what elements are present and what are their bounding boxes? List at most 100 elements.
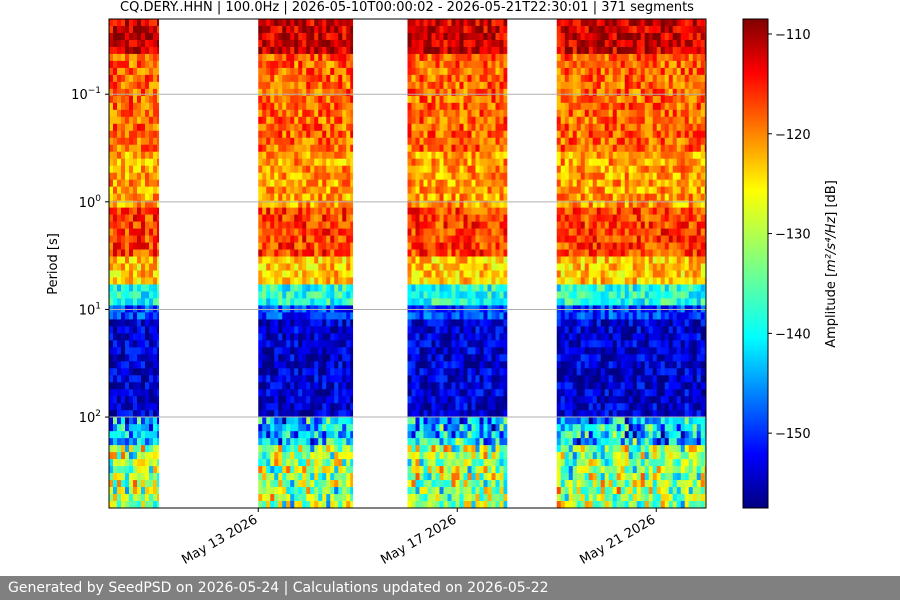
psd-cell	[443, 67, 448, 76]
psd-cell	[491, 95, 496, 104]
psd-cell	[290, 19, 295, 27]
psd-cell	[588, 466, 594, 474]
psd-cell	[125, 424, 130, 432]
psd-cell	[282, 459, 287, 467]
psd-cell	[141, 354, 146, 362]
psd-cell	[443, 333, 448, 341]
psd-cell	[129, 396, 134, 404]
psd-cell	[330, 242, 335, 250]
psd-cell	[479, 382, 484, 390]
psd-cell	[121, 207, 126, 215]
psd-cell	[411, 431, 416, 439]
psd-cell	[306, 172, 311, 180]
psd-cell	[463, 368, 468, 376]
psd-cell	[298, 431, 303, 439]
psd-cell	[274, 172, 279, 180]
psd-cell	[576, 19, 582, 27]
psd-cell	[346, 32, 351, 41]
psd-cell	[467, 137, 472, 146]
psd-cell	[298, 340, 303, 348]
psd-cell	[499, 256, 504, 264]
psd-cell	[503, 116, 508, 125]
psd-cell	[310, 81, 315, 90]
psd-cell	[479, 67, 484, 76]
psd-cell	[258, 347, 263, 355]
psd-cell	[282, 431, 287, 439]
psd-cell	[294, 137, 299, 146]
psd-cell	[479, 137, 484, 146]
psd-cell	[435, 340, 440, 348]
psd-cell	[326, 452, 331, 460]
psd-cell	[302, 158, 307, 166]
psd-cell	[568, 249, 574, 257]
psd-cell	[576, 494, 582, 502]
psd-cell	[258, 340, 263, 348]
psd-cell	[262, 396, 267, 404]
psd-cell	[487, 39, 492, 48]
psd-cell	[274, 354, 279, 362]
psd-cell	[262, 473, 267, 481]
psd-cell	[572, 410, 578, 418]
psd-cell	[584, 179, 590, 187]
psd-cell	[467, 53, 472, 62]
psd-cell	[129, 235, 134, 243]
psd-cell	[447, 123, 452, 132]
psd-cell	[439, 312, 444, 320]
psd-cell	[447, 158, 452, 166]
psd-cell	[326, 284, 331, 292]
psd-cell	[459, 417, 464, 425]
psd-cell	[326, 60, 331, 69]
psd-cell	[322, 284, 327, 292]
psd-cell	[588, 291, 594, 299]
psd-cell	[564, 396, 570, 404]
psd-cell	[415, 172, 420, 180]
psd-cell	[310, 60, 315, 69]
psd-cell	[322, 179, 327, 187]
psd-cell	[137, 200, 142, 208]
psd-cell	[318, 130, 323, 139]
psd-cell	[113, 494, 118, 502]
psd-cell	[137, 431, 142, 439]
psd-cell	[451, 95, 456, 104]
psd-cell	[463, 312, 468, 320]
psd-cell	[113, 67, 118, 76]
psd-cell	[310, 39, 315, 48]
psd-cell	[334, 46, 339, 55]
psd-cell	[451, 319, 456, 327]
psd-cell	[141, 361, 146, 369]
psd-cell	[274, 32, 279, 41]
psd-cell	[459, 494, 464, 502]
psd-cell	[451, 207, 456, 215]
psd-cell	[568, 32, 574, 41]
psd-cell	[125, 445, 130, 453]
psd-cell	[262, 424, 267, 432]
psd-cell	[411, 452, 416, 460]
psd-cell	[564, 46, 570, 55]
psd-cell	[258, 95, 263, 104]
psd-cell	[133, 53, 138, 62]
psd-cell	[580, 151, 586, 160]
psd-cell	[350, 389, 354, 397]
psd-cell	[467, 123, 472, 132]
psd-cell	[415, 179, 420, 187]
psd-cell	[133, 151, 138, 160]
psd-cell	[411, 46, 416, 55]
psd-cell	[560, 95, 566, 104]
psd-cell	[572, 403, 578, 411]
psd-cell	[475, 109, 480, 118]
psd-cell	[141, 312, 146, 320]
psd-cell	[121, 438, 126, 446]
psd-cell	[157, 32, 160, 41]
psd-cell	[431, 424, 436, 432]
psd-cell	[302, 256, 307, 264]
psd-cell	[447, 277, 452, 285]
psd-cell	[286, 95, 291, 104]
psd-cell	[121, 116, 126, 125]
psd-cell	[568, 445, 574, 453]
psd-cell	[338, 319, 343, 327]
psd-cell	[141, 459, 146, 467]
psd-cell	[479, 291, 484, 299]
psd-cell	[556, 25, 562, 34]
psd-cell	[302, 151, 307, 160]
psd-cell	[483, 151, 488, 160]
